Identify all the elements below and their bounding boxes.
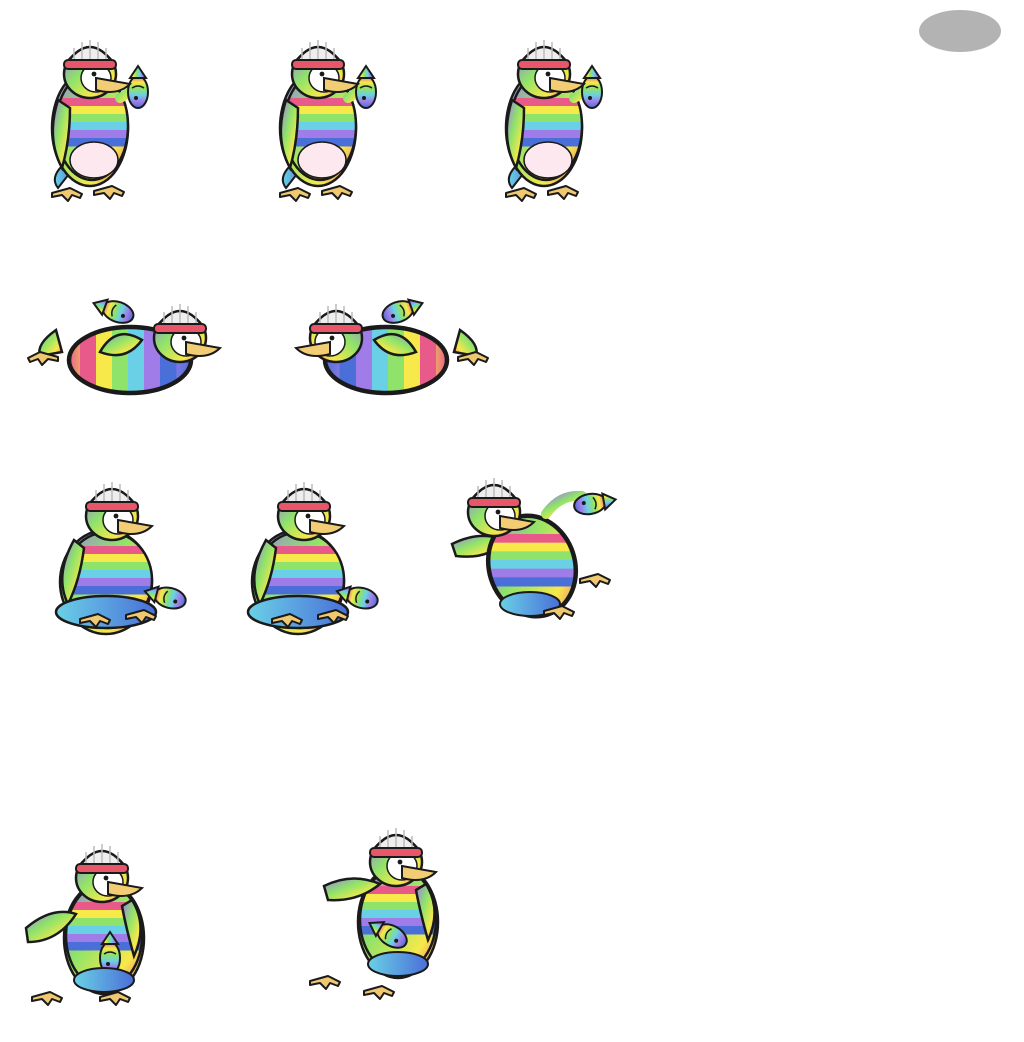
penguin-sprite-svg <box>40 28 240 208</box>
penguin-sprite-svg <box>450 474 650 654</box>
penguin-sprite-svg <box>44 484 244 664</box>
penguin-sprite-idle-holding-fish-2 <box>268 28 468 228</box>
penguin-sprite-sit-and-throw-1 <box>44 484 244 684</box>
penguin-sprite-belly-slide-1 <box>30 282 230 482</box>
penguin-sprite-sit-and-throw-3 <box>450 474 650 674</box>
penguin-sprite-svg <box>268 28 468 208</box>
penguin-sprite-svg <box>286 282 486 462</box>
penguin-sprite-svg <box>236 484 436 664</box>
penguin-sprite-sit-and-throw-2 <box>236 484 436 684</box>
penguin-sprite-idle-holding-fish-3 <box>494 28 694 228</box>
penguin-sprite-svg <box>494 28 694 208</box>
penguin-sprite-idle-holding-fish-1 <box>40 28 240 228</box>
penguin-sprite-walk-1 <box>24 842 224 1042</box>
corner-badge <box>919 10 1001 52</box>
penguin-sprite-belly-slide-2 <box>286 282 486 482</box>
penguin-sprite-svg <box>30 282 230 462</box>
penguin-sprite-walk-2 <box>318 826 518 1026</box>
penguin-sprite-svg <box>24 842 224 1022</box>
penguin-sprite-svg <box>318 826 518 1006</box>
